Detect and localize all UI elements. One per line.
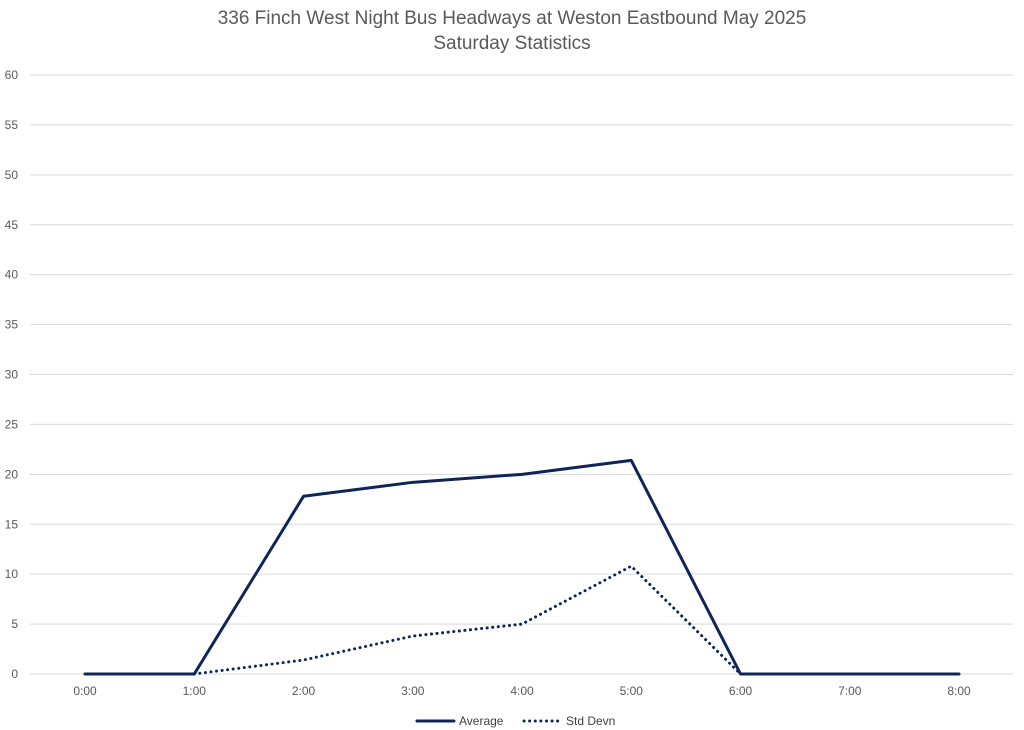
y-tick-label: 30 xyxy=(5,368,19,382)
y-tick-label: 60 xyxy=(5,68,19,82)
chart-title: 336 Finch West Night Bus Headways at Wes… xyxy=(217,8,807,29)
x-tick-label: 1:00 xyxy=(183,684,207,698)
chart-title-block: 336 Finch West Night Bus Headways at Wes… xyxy=(0,6,1024,56)
chart-subtitle: Saturday Statistics xyxy=(433,33,591,54)
x-tick-label: 2:00 xyxy=(292,684,316,698)
legend: Average Std Devn xyxy=(415,714,615,728)
y-tick-label: 10 xyxy=(5,567,19,581)
series-line-average xyxy=(83,458,961,676)
x-axis: 0:00 1:00 2:00 3:00 4:00 5:00 6:00 7:00 8:00 xyxy=(73,684,971,698)
series-line-std-devn xyxy=(192,564,742,676)
y-tick-label: 15 xyxy=(5,517,19,531)
y-tick-label: 50 xyxy=(5,168,19,182)
y-tick-label: 20 xyxy=(5,467,19,481)
y-tick-label: 0 xyxy=(11,667,18,681)
legend-label-std-devn: Std Devn xyxy=(566,714,615,728)
x-tick-label: 0:00 xyxy=(73,684,97,698)
y-tick-label: 40 xyxy=(5,268,19,282)
legend-label-average: Average xyxy=(459,714,504,728)
y-tick-label: 5 xyxy=(11,617,18,631)
y-tick-label: 45 xyxy=(5,218,19,232)
x-tick-label: 3:00 xyxy=(401,684,425,698)
x-tick-label: 8:00 xyxy=(947,684,971,698)
x-tick-label: 7:00 xyxy=(838,684,862,698)
y-axis: 0 5 10 15 20 25 30 35 40 45 50 55 60 xyxy=(5,68,19,681)
x-tick-label: 6:00 xyxy=(729,684,753,698)
y-tick-label: 55 xyxy=(5,118,19,132)
x-tick-label: 4:00 xyxy=(510,684,534,698)
y-tick-label: 25 xyxy=(5,417,19,431)
gridlines xyxy=(30,74,1013,675)
series-layer xyxy=(83,458,961,676)
x-tick-label: 5:00 xyxy=(620,684,644,698)
y-tick-label: 35 xyxy=(5,318,19,332)
